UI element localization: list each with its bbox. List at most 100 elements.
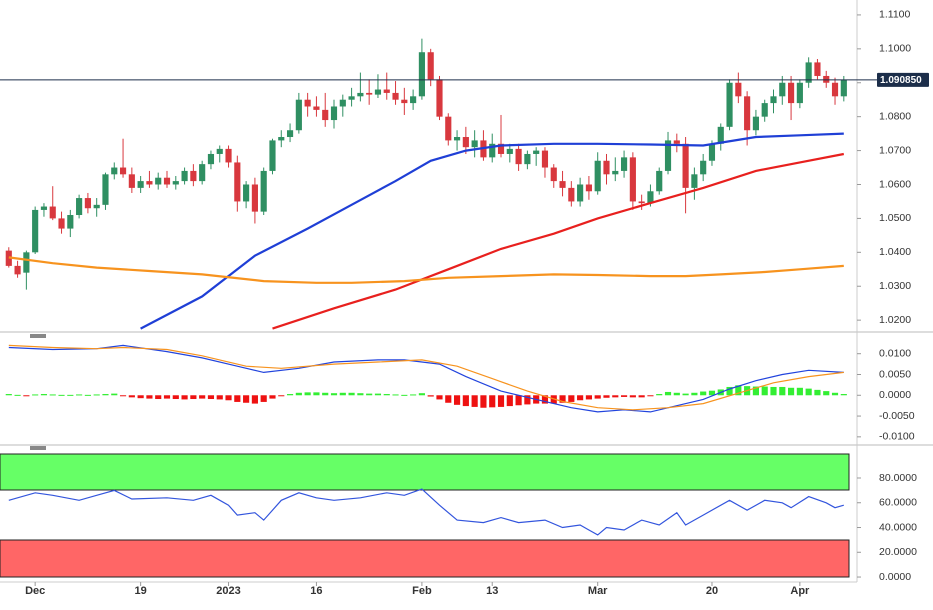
last-price-box [877,72,929,87]
histogram-bar [392,394,399,396]
candle-body [260,170,267,212]
x-tick-label: Apr [790,585,810,597]
candle-body [831,82,839,97]
candle-body [647,191,654,204]
histogram-bar [620,395,628,397]
histogram-bar [76,394,83,396]
candle-body [23,252,30,273]
candle-body [752,116,759,131]
histogram-bar [700,391,707,396]
histogram-bar [761,386,768,396]
histogram-bar [330,393,338,396]
histogram-bar [585,395,592,400]
candle-body [533,150,540,154]
candle-body [137,181,144,188]
candle-body [515,148,522,165]
candle-body [58,218,65,229]
y-tick-label: 0.0000 [879,571,911,583]
histogram-bar [23,395,30,397]
candle-body [49,206,56,219]
y-tick-label: 1.0300 [879,280,911,292]
x-tick-label: 19 [135,585,147,597]
panel-handle[interactable] [30,446,46,450]
histogram-bar [190,395,197,400]
candle-body [199,164,206,182]
histogram-bar [172,395,179,400]
histogram-bar [234,395,241,402]
candle-body [286,130,294,138]
candle-body [436,79,443,117]
histogram-bar [339,392,346,396]
candle-body [664,140,672,171]
histogram-bar [629,395,636,398]
candle-body [313,106,320,110]
candle-body [172,181,179,185]
candle-body [620,157,628,171]
histogram-bar [612,395,619,398]
candle-body [779,82,786,97]
histogram-bar [445,395,452,403]
candle-body [708,143,716,161]
histogram-bar [146,395,153,399]
candle-body [524,153,531,165]
candle-body [216,148,223,154]
histogram-bar [664,391,672,396]
histogram-bar [427,395,434,397]
candle-body [682,143,689,188]
candle-body [93,204,100,209]
candle-body [128,174,135,188]
histogram-bar [286,394,294,396]
panel-handle[interactable] [30,334,46,338]
histogram-bar [682,393,689,396]
histogram-bar [269,395,276,399]
overbought-zone [0,453,850,491]
candle-body [84,198,91,209]
histogram-bar [348,392,355,396]
y-tick-label: 1.0800 [879,110,911,122]
y-tick-label: 40.0000 [879,521,917,533]
line-series [8,344,844,413]
candle-body [146,181,153,185]
candle-body [339,99,346,107]
line-series [8,488,844,536]
x-tick-label: Dec [25,585,45,597]
histogram-bar [137,395,144,399]
y-tick-label: 0.0050 [879,368,911,380]
x-tick-label: Feb [412,585,432,597]
candle-body [541,150,549,168]
y-tick-label: -0.0100 [879,431,915,443]
histogram-bar [374,393,382,396]
candle-body [673,140,680,144]
histogram-bar [199,395,206,399]
x-tick-label: 13 [486,585,498,597]
candle-body [278,137,285,141]
histogram-bar [788,387,795,396]
candle-body [462,137,469,148]
histogram-bar [295,392,302,396]
histogram-bar [243,395,250,403]
histogram-bar [418,393,425,396]
histogram-bar [163,395,171,399]
y-tick-label: 80.0000 [879,472,917,484]
histogram-bar [735,385,742,396]
candle-body [445,116,452,141]
candle-body [770,96,777,104]
x-tick-label: 16 [310,585,322,597]
candle-body [251,184,258,212]
histogram-bar [49,394,56,396]
candle-body [392,92,399,100]
candle-body [269,140,276,171]
last-price-label: 1.090850 [880,75,922,86]
candle-body [322,109,329,121]
histogram-bar [401,394,408,396]
histogram-bar [471,395,478,407]
candle-body [366,92,373,95]
histogram-bar [304,392,311,396]
candle-body [234,162,241,202]
candle-body [656,170,663,192]
candle-body [638,201,645,204]
histogram-bar [779,386,786,396]
candle-body [814,62,821,76]
y-tick-label: 1.0500 [879,212,911,224]
candle-body [612,170,619,175]
